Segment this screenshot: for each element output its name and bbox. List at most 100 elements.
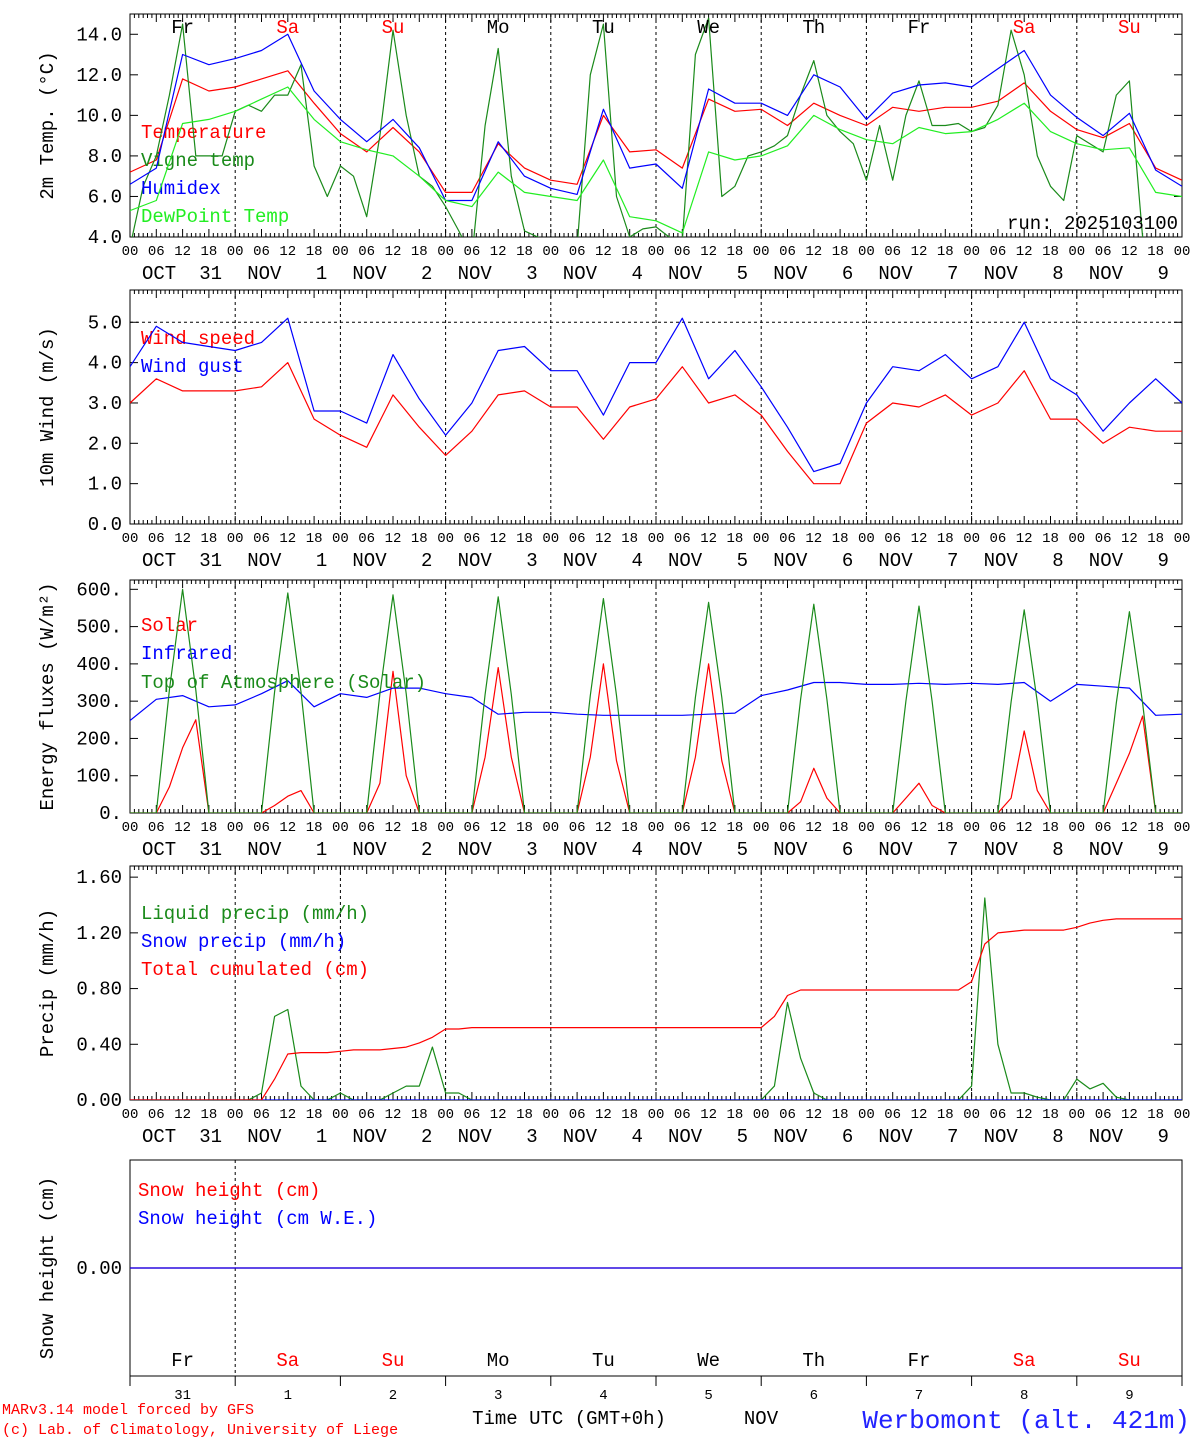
date-month-label: NOV <box>878 263 913 285</box>
y-tick-label: 14.0 <box>76 24 122 46</box>
hour-tick-label: 12 <box>805 1107 822 1123</box>
hour-tick-label: 00 <box>753 531 770 547</box>
hour-tick-label: 06 <box>569 1107 586 1123</box>
hour-tick-label: 12 <box>490 244 507 260</box>
hour-tick-label: 06 <box>463 531 480 547</box>
hour-tick-label: 00 <box>963 244 980 260</box>
hour-tick-label: 12 <box>805 244 822 260</box>
y-axis-label: Energy fluxes (W/m²) <box>37 582 59 810</box>
hour-tick-label: 18 <box>832 820 849 836</box>
hour-tick-label: 00 <box>1174 820 1191 836</box>
hour-tick-label: 18 <box>832 244 849 260</box>
date-month-label: NOV <box>1089 263 1124 285</box>
hour-tick-label: 18 <box>516 531 533 547</box>
hour-tick-label: 00 <box>1068 244 1085 260</box>
hour-tick-label: 12 <box>700 1107 717 1123</box>
date-month-label: NOV <box>878 1126 913 1148</box>
date-day-label: 6 <box>842 839 853 861</box>
hour-tick-label: 06 <box>989 1107 1006 1123</box>
hour-tick-label: 00 <box>648 531 665 547</box>
hour-tick-label: 00 <box>122 244 139 260</box>
hour-tick-label: 18 <box>621 244 638 260</box>
date-day-label: 3 <box>526 1126 537 1148</box>
hour-tick-label: 06 <box>989 820 1006 836</box>
hour-tick-label: 06 <box>884 1107 901 1123</box>
hour-tick-label: 00 <box>753 820 770 836</box>
hour-tick-label: 18 <box>621 1107 638 1123</box>
day-number-label: 5 <box>704 1388 712 1404</box>
hour-tick-label: 06 <box>148 820 165 836</box>
hour-tick-label: 18 <box>306 531 323 547</box>
day-number-label: 8 <box>1020 1388 1028 1404</box>
day-number-label: 31 <box>174 1388 191 1404</box>
weekday-label-top: Mo <box>487 17 510 39</box>
hour-tick-label: 00 <box>963 1107 980 1123</box>
hour-tick-label: 12 <box>1016 244 1033 260</box>
date-month-label: NOV <box>563 839 598 861</box>
legend-entry: Snow precip (mm/h) <box>141 931 346 953</box>
date-day-label: 8 <box>1052 839 1063 861</box>
y-tick-label: 600. <box>76 579 122 601</box>
hour-tick-label: 06 <box>569 820 586 836</box>
hour-tick-label: 06 <box>674 1107 691 1123</box>
hour-tick-label: 18 <box>200 531 217 547</box>
hour-tick-label: 06 <box>779 244 796 260</box>
hour-tick-label: 12 <box>490 820 507 836</box>
hour-tick-label: 12 <box>805 820 822 836</box>
date-day-label: 3 <box>526 263 537 285</box>
date-day-label: 2 <box>421 839 432 861</box>
hour-tick-label: 00 <box>332 1107 349 1123</box>
hour-tick-label: 06 <box>148 244 165 260</box>
date-month-label: NOV <box>352 1126 387 1148</box>
date-month-label: NOV <box>984 263 1019 285</box>
hour-tick-label: 18 <box>937 531 954 547</box>
hour-tick-label: 12 <box>700 244 717 260</box>
hour-tick-label: 18 <box>411 1107 428 1123</box>
hour-tick-label: 12 <box>174 244 191 260</box>
hour-tick-label: 06 <box>253 531 270 547</box>
hour-tick-label: 12 <box>1121 244 1138 260</box>
hour-tick-label: 12 <box>595 244 612 260</box>
weekday-label-top: Sa <box>276 17 299 39</box>
y-axis-label: 2m Temp. (°C) <box>37 51 59 199</box>
hour-tick-label: 00 <box>227 531 244 547</box>
hour-tick-label: 06 <box>463 820 480 836</box>
weekday-label-bottom: Sa <box>276 1350 299 1372</box>
hour-tick-label: 12 <box>1121 1107 1138 1123</box>
weekday-label-top: Th <box>802 17 825 39</box>
hour-tick-label: 18 <box>726 820 743 836</box>
date-month-label: NOV <box>984 1126 1019 1148</box>
hour-tick-label: 00 <box>1068 820 1085 836</box>
hour-tick-label: 18 <box>1042 531 1059 547</box>
hour-tick-label: 06 <box>1095 1107 1112 1123</box>
hour-tick-label: 06 <box>674 820 691 836</box>
date-day-label: 9 <box>1157 263 1168 285</box>
date-day-label: 31 <box>199 1126 222 1148</box>
y-tick-label: 0.0 <box>88 514 122 536</box>
date-month-label: OCT <box>142 1126 176 1148</box>
date-month-label: NOV <box>1089 550 1124 572</box>
date-month-label: NOV <box>458 263 493 285</box>
y-tick-label: 10.0 <box>76 105 122 127</box>
hour-tick-label: 18 <box>1042 244 1059 260</box>
weekday-label-bottom: Su <box>382 1350 405 1372</box>
y-axis-label: 10m Wind (m/s) <box>37 327 59 487</box>
hour-tick-label: 06 <box>253 1107 270 1123</box>
y-tick-label: 400. <box>76 654 122 676</box>
hour-tick-label: 06 <box>358 531 375 547</box>
weekday-label-bottom: Fr <box>908 1350 931 1372</box>
series-line-total-cumulated-cm- <box>130 918 1182 1100</box>
weekday-label-bottom: Su <box>1118 1350 1141 1372</box>
hour-tick-label: 06 <box>569 244 586 260</box>
hour-tick-label: 00 <box>227 244 244 260</box>
hour-tick-label: 06 <box>674 531 691 547</box>
date-month-label: NOV <box>773 550 808 572</box>
date-day-label: 8 <box>1052 550 1063 572</box>
date-day-label: 4 <box>631 1126 642 1148</box>
hour-tick-label: 00 <box>753 244 770 260</box>
legend-entry: Snow height (cm W.E.) <box>138 1208 377 1230</box>
hour-tick-label: 12 <box>174 820 191 836</box>
weekday-label-bottom: Tu <box>592 1350 615 1372</box>
model-credit: MARv3.14 model forced by GFS <box>2 1402 254 1419</box>
